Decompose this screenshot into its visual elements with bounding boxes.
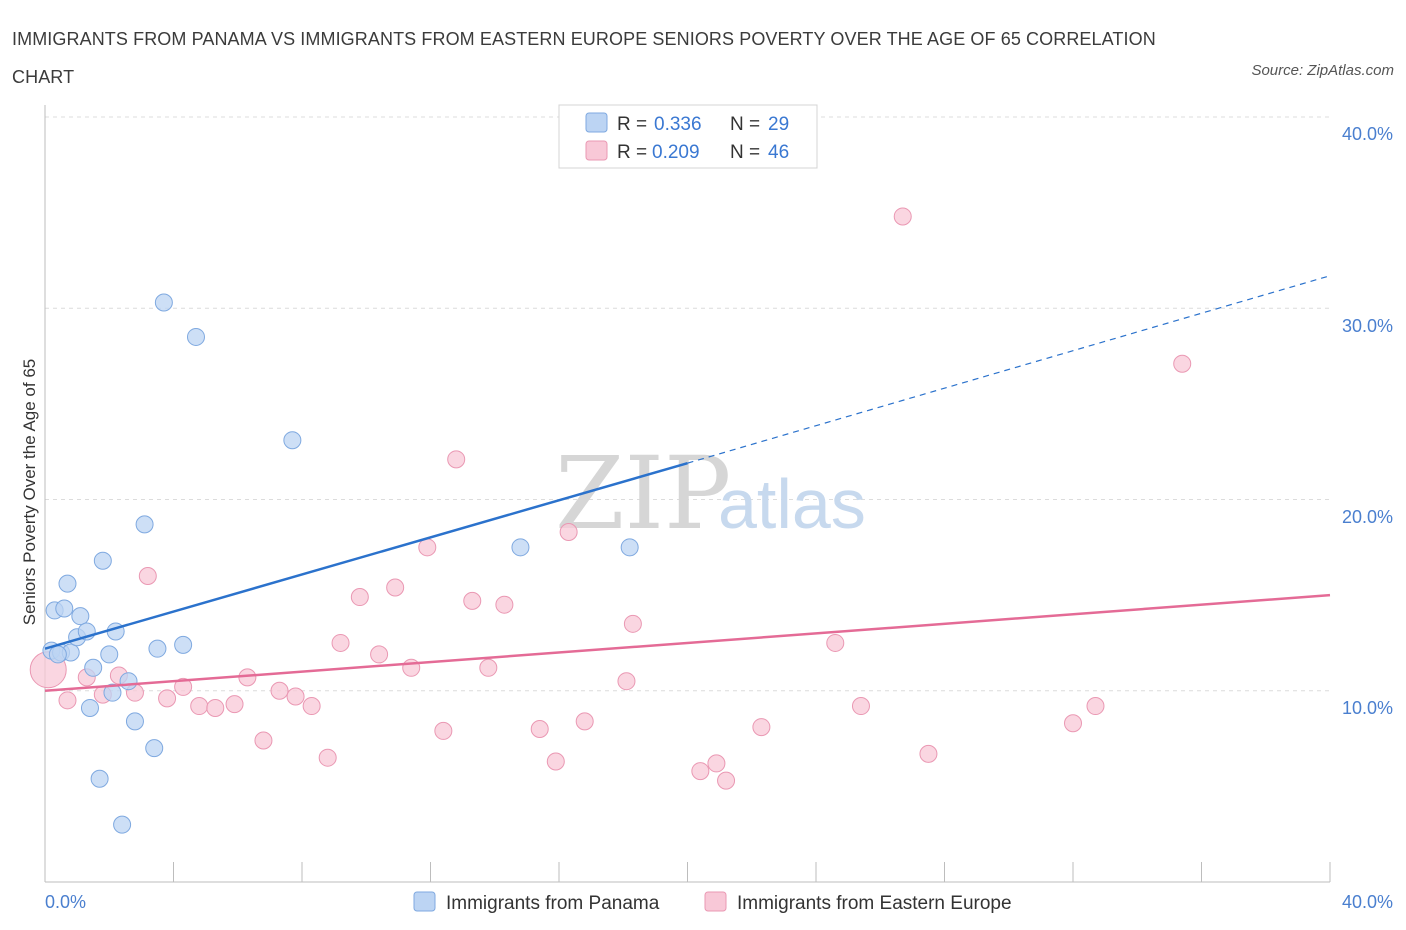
eastern-europe-point: [546, 752, 565, 771]
eastern-europe-point: [559, 523, 578, 542]
gridlines: [45, 116, 1330, 692]
eastern-europe-point: [206, 698, 225, 717]
bottom-legend-swatch-panama: [413, 891, 436, 912]
bottom-legend-label-panama: Immigrants from Panama: [446, 893, 660, 914]
eastern-europe-point: [1064, 714, 1082, 733]
eastern-europe-point: [254, 731, 273, 750]
panama-point: [58, 574, 77, 593]
chart-title: IMMIGRANTS FROM PANAMA VS IMMIGRANTS FRO…: [12, 29, 1156, 87]
panama-point: [620, 538, 639, 557]
legend-n-label-eastern-europe: N =: [730, 142, 760, 163]
eastern-europe-point: [893, 207, 912, 226]
eastern-europe-point: [418, 538, 437, 557]
y-tick-label-10: 10.0%: [1342, 698, 1393, 718]
eastern-europe-point: [617, 672, 636, 691]
eastern-europe-point: [707, 754, 726, 773]
eastern-europe-point: [225, 695, 244, 714]
eastern-europe-point: [479, 658, 498, 677]
panama-point: [100, 645, 119, 664]
legend-r-label-eastern-europe: R =: [617, 142, 647, 163]
eastern-europe-point: [331, 633, 350, 652]
panama-point: [145, 739, 164, 758]
y-axis-title: Seniors Poverty Over the Age of 65: [20, 359, 39, 625]
legend-n-label-panama: N =: [730, 114, 760, 135]
stats-legend: R = 0.336 N = 29 R = 0.209 N = 46: [558, 104, 818, 169]
panama-point: [90, 769, 109, 788]
eastern-europe-point: [138, 567, 157, 585]
panama-point: [71, 607, 90, 626]
eastern-europe-point: [1086, 697, 1105, 716]
series-panama-points: [42, 293, 639, 834]
eastern-europe-point: [190, 697, 209, 716]
eastern-europe-point: [286, 687, 305, 706]
eastern-europe-point: [58, 691, 77, 710]
eastern-europe-point: [691, 762, 710, 781]
legend-swatch-eastern-europe: [585, 140, 608, 161]
eastern-europe-point: [919, 744, 938, 763]
panama-point: [186, 327, 205, 346]
panama-point: [174, 635, 193, 654]
panama-trendline-extension: [687, 275, 1331, 464]
panama-point: [119, 672, 138, 691]
bottom-legend-label-eastern-europe: Immigrants from Eastern Europe: [737, 893, 1012, 914]
panama-point: [113, 815, 132, 834]
eastern-europe-point: [463, 591, 482, 610]
eastern-europe-point: [158, 689, 177, 708]
eastern-europe-point: [350, 588, 369, 607]
eastern-europe-point: [434, 721, 453, 740]
x-tick-marks: [44, 862, 1331, 882]
eastern-europe-point: [1173, 354, 1192, 373]
panama-point: [135, 515, 154, 534]
panama-point: [93, 551, 112, 570]
panama-point: [125, 712, 144, 731]
y-tick-label-20: 20.0%: [1342, 507, 1393, 527]
eastern-europe-point: [851, 697, 870, 716]
series-eastern-europe-points: [29, 207, 1192, 790]
y-tick-label-30: 30.0%: [1342, 316, 1393, 336]
watermark-atlas: atlas: [718, 465, 866, 543]
legend-r-value-eastern-europe: 0.209: [652, 142, 700, 163]
eastern-europe-point: [174, 677, 193, 696]
panama-point: [48, 645, 67, 664]
eastern-europe-point: [575, 712, 594, 731]
eastern-europe-point: [447, 450, 466, 469]
eastern-europe-point: [495, 595, 514, 614]
panama-point: [84, 658, 103, 677]
panama-point: [148, 639, 167, 658]
legend-n-value-eastern-europe: 46: [768, 142, 789, 163]
panama-trendline: [44, 461, 688, 650]
source-label: Source: ZipAtlas.com: [1251, 62, 1394, 79]
panama-point: [55, 599, 74, 618]
eastern-europe-point: [752, 718, 771, 737]
legend-n-value-panama: 29: [768, 114, 789, 135]
panama-point: [103, 683, 122, 702]
panama-point: [80, 698, 99, 717]
y-tick-label-40: 40.0%: [1342, 124, 1393, 144]
eastern-europe-trendline: [44, 593, 1331, 692]
panama-point: [511, 538, 530, 557]
x-tick-label-max: 40.0%: [1342, 892, 1393, 912]
eastern-europe-point: [826, 633, 845, 652]
eastern-europe-point: [530, 720, 549, 738]
eastern-europe-point: [386, 578, 405, 597]
x-tick-label-min: 0.0%: [45, 892, 86, 912]
eastern-europe-point: [623, 614, 642, 633]
legend-r-value-panama: 0.336: [654, 114, 702, 135]
eastern-europe-point: [717, 771, 736, 790]
eastern-europe-point: [302, 697, 321, 716]
eastern-europe-point: [370, 645, 389, 664]
legend-r-label-panama: R =: [617, 114, 647, 135]
trendlines: [44, 275, 1331, 692]
series-legend: Immigrants from Panama Immigrants from E…: [413, 891, 1012, 914]
legend-swatch-panama: [585, 112, 608, 133]
bottom-legend-swatch-eastern-europe: [704, 891, 727, 912]
panama-point: [283, 431, 302, 450]
eastern-europe-point: [270, 681, 289, 700]
panama-point: [154, 293, 173, 312]
eastern-europe-point: [318, 748, 337, 767]
